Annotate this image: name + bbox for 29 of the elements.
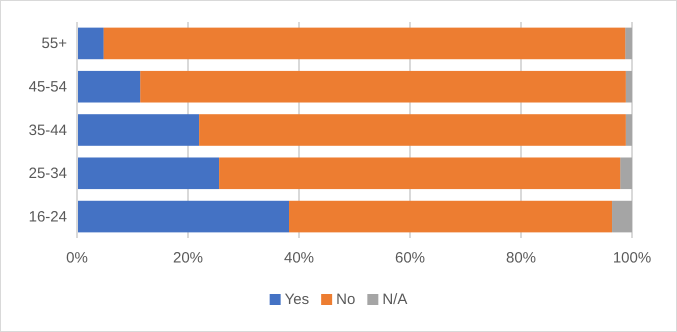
bar (77, 157, 220, 190)
bar (289, 200, 612, 232)
bar (199, 114, 626, 146)
bar (77, 200, 290, 232)
bar (77, 28, 104, 60)
y-tick-label: 25-34 (28, 165, 67, 182)
legend-label: Yes (284, 291, 310, 308)
bar (140, 70, 626, 103)
bar (620, 157, 632, 190)
legend-label: N/A (382, 291, 408, 308)
x-tick-label: 0% (66, 250, 88, 267)
bar (77, 70, 140, 103)
bar (77, 114, 200, 146)
x-tick-label: 80% (506, 250, 536, 267)
y-tick-label: 16-24 (28, 208, 67, 226)
bar (612, 200, 632, 232)
bar (626, 70, 632, 103)
x-tick-label: 100% (612, 250, 652, 267)
y-tick-label: 45-54 (28, 78, 67, 96)
bar (625, 28, 632, 60)
bar (219, 157, 620, 190)
y-tick-label: 35-44 (28, 122, 67, 139)
y-tick-label: 55+ (42, 35, 68, 52)
x-tick-label: 60% (394, 250, 426, 267)
bar (626, 114, 632, 146)
legend-label: No (336, 291, 356, 308)
x-tick-label: 40% (284, 250, 314, 267)
bar (104, 28, 626, 60)
x-tick-label: 20% (172, 250, 204, 267)
